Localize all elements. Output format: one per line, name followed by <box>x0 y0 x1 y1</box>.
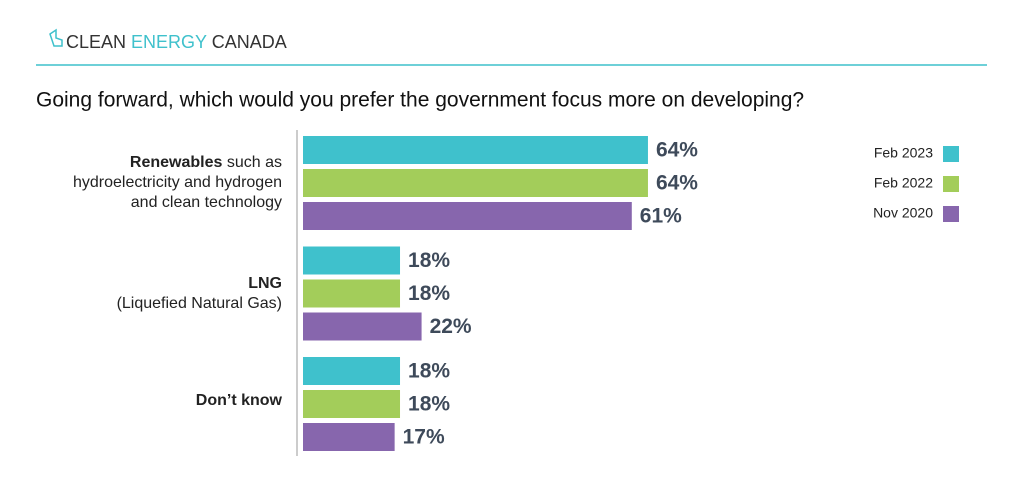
legend-label: Feb 2022 <box>874 175 933 191</box>
category-detail: such as hydroelectricity and hydrogen an… <box>72 154 282 211</box>
category-name: Renewables <box>129 154 223 171</box>
value-label: 17% <box>403 426 445 449</box>
value-label: 64% <box>656 139 698 162</box>
legend-swatch <box>943 206 959 222</box>
bar <box>303 357 401 385</box>
value-label: 18% <box>408 393 450 416</box>
value-label: 18% <box>408 282 450 305</box>
legend-swatch <box>943 176 959 192</box>
value-label: 18% <box>408 249 450 272</box>
category-label: Renewables such as hydroelectricity and … <box>42 153 282 213</box>
logo-part: CANADA <box>212 32 287 52</box>
value-label: 61% <box>640 205 682 228</box>
bar <box>303 423 395 451</box>
value-label: 22% <box>430 315 472 338</box>
bar <box>303 202 632 230</box>
bar <box>303 390 401 418</box>
legend-swatch <box>943 146 959 162</box>
value-label: 18% <box>408 360 450 383</box>
bar <box>303 279 401 308</box>
category-name: Don’t know <box>195 392 282 409</box>
category-detail: (Liquefied Natural Gas) <box>116 295 282 312</box>
legend-label: Nov 2020 <box>873 205 933 221</box>
category-name: LNG <box>248 275 282 292</box>
value-label: 64% <box>656 172 698 195</box>
bar <box>303 169 648 197</box>
category-label: LNG (Liquefied Natural Gas) <box>42 274 282 314</box>
logo: CLEAN ENERGY CANADA <box>66 32 287 52</box>
logo-part: CLEAN <box>66 32 126 52</box>
bar <box>303 246 401 275</box>
chart-title: Going forward, which would you prefer th… <box>36 89 804 112</box>
logo-part: ENERGY <box>131 32 207 52</box>
logo-icon <box>49 28 63 47</box>
category-label: Don’t know <box>42 391 282 411</box>
bar <box>303 312 422 341</box>
legend-label: Feb 2023 <box>874 145 933 161</box>
bar <box>303 136 648 164</box>
